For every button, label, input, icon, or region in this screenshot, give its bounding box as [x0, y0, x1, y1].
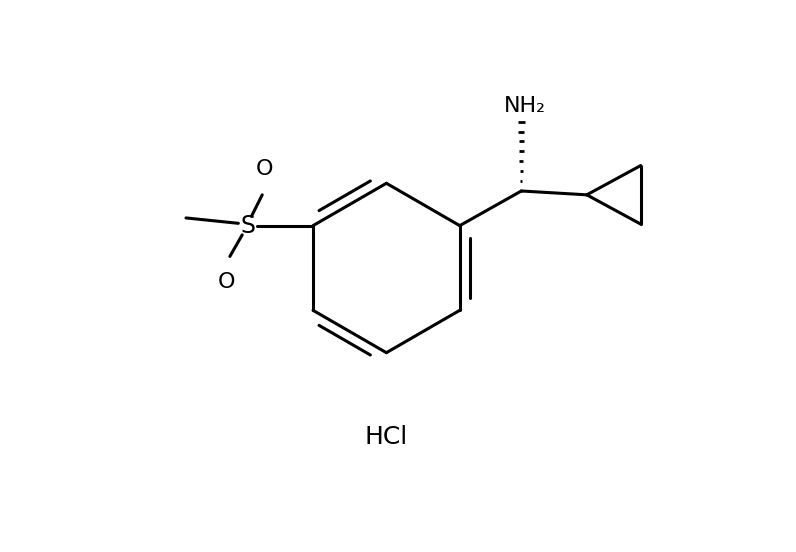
Text: O: O	[217, 272, 235, 292]
Text: S: S	[240, 214, 255, 237]
Text: HCl: HCl	[365, 426, 408, 449]
Text: NH₂: NH₂	[504, 95, 546, 115]
Text: O: O	[256, 160, 273, 179]
